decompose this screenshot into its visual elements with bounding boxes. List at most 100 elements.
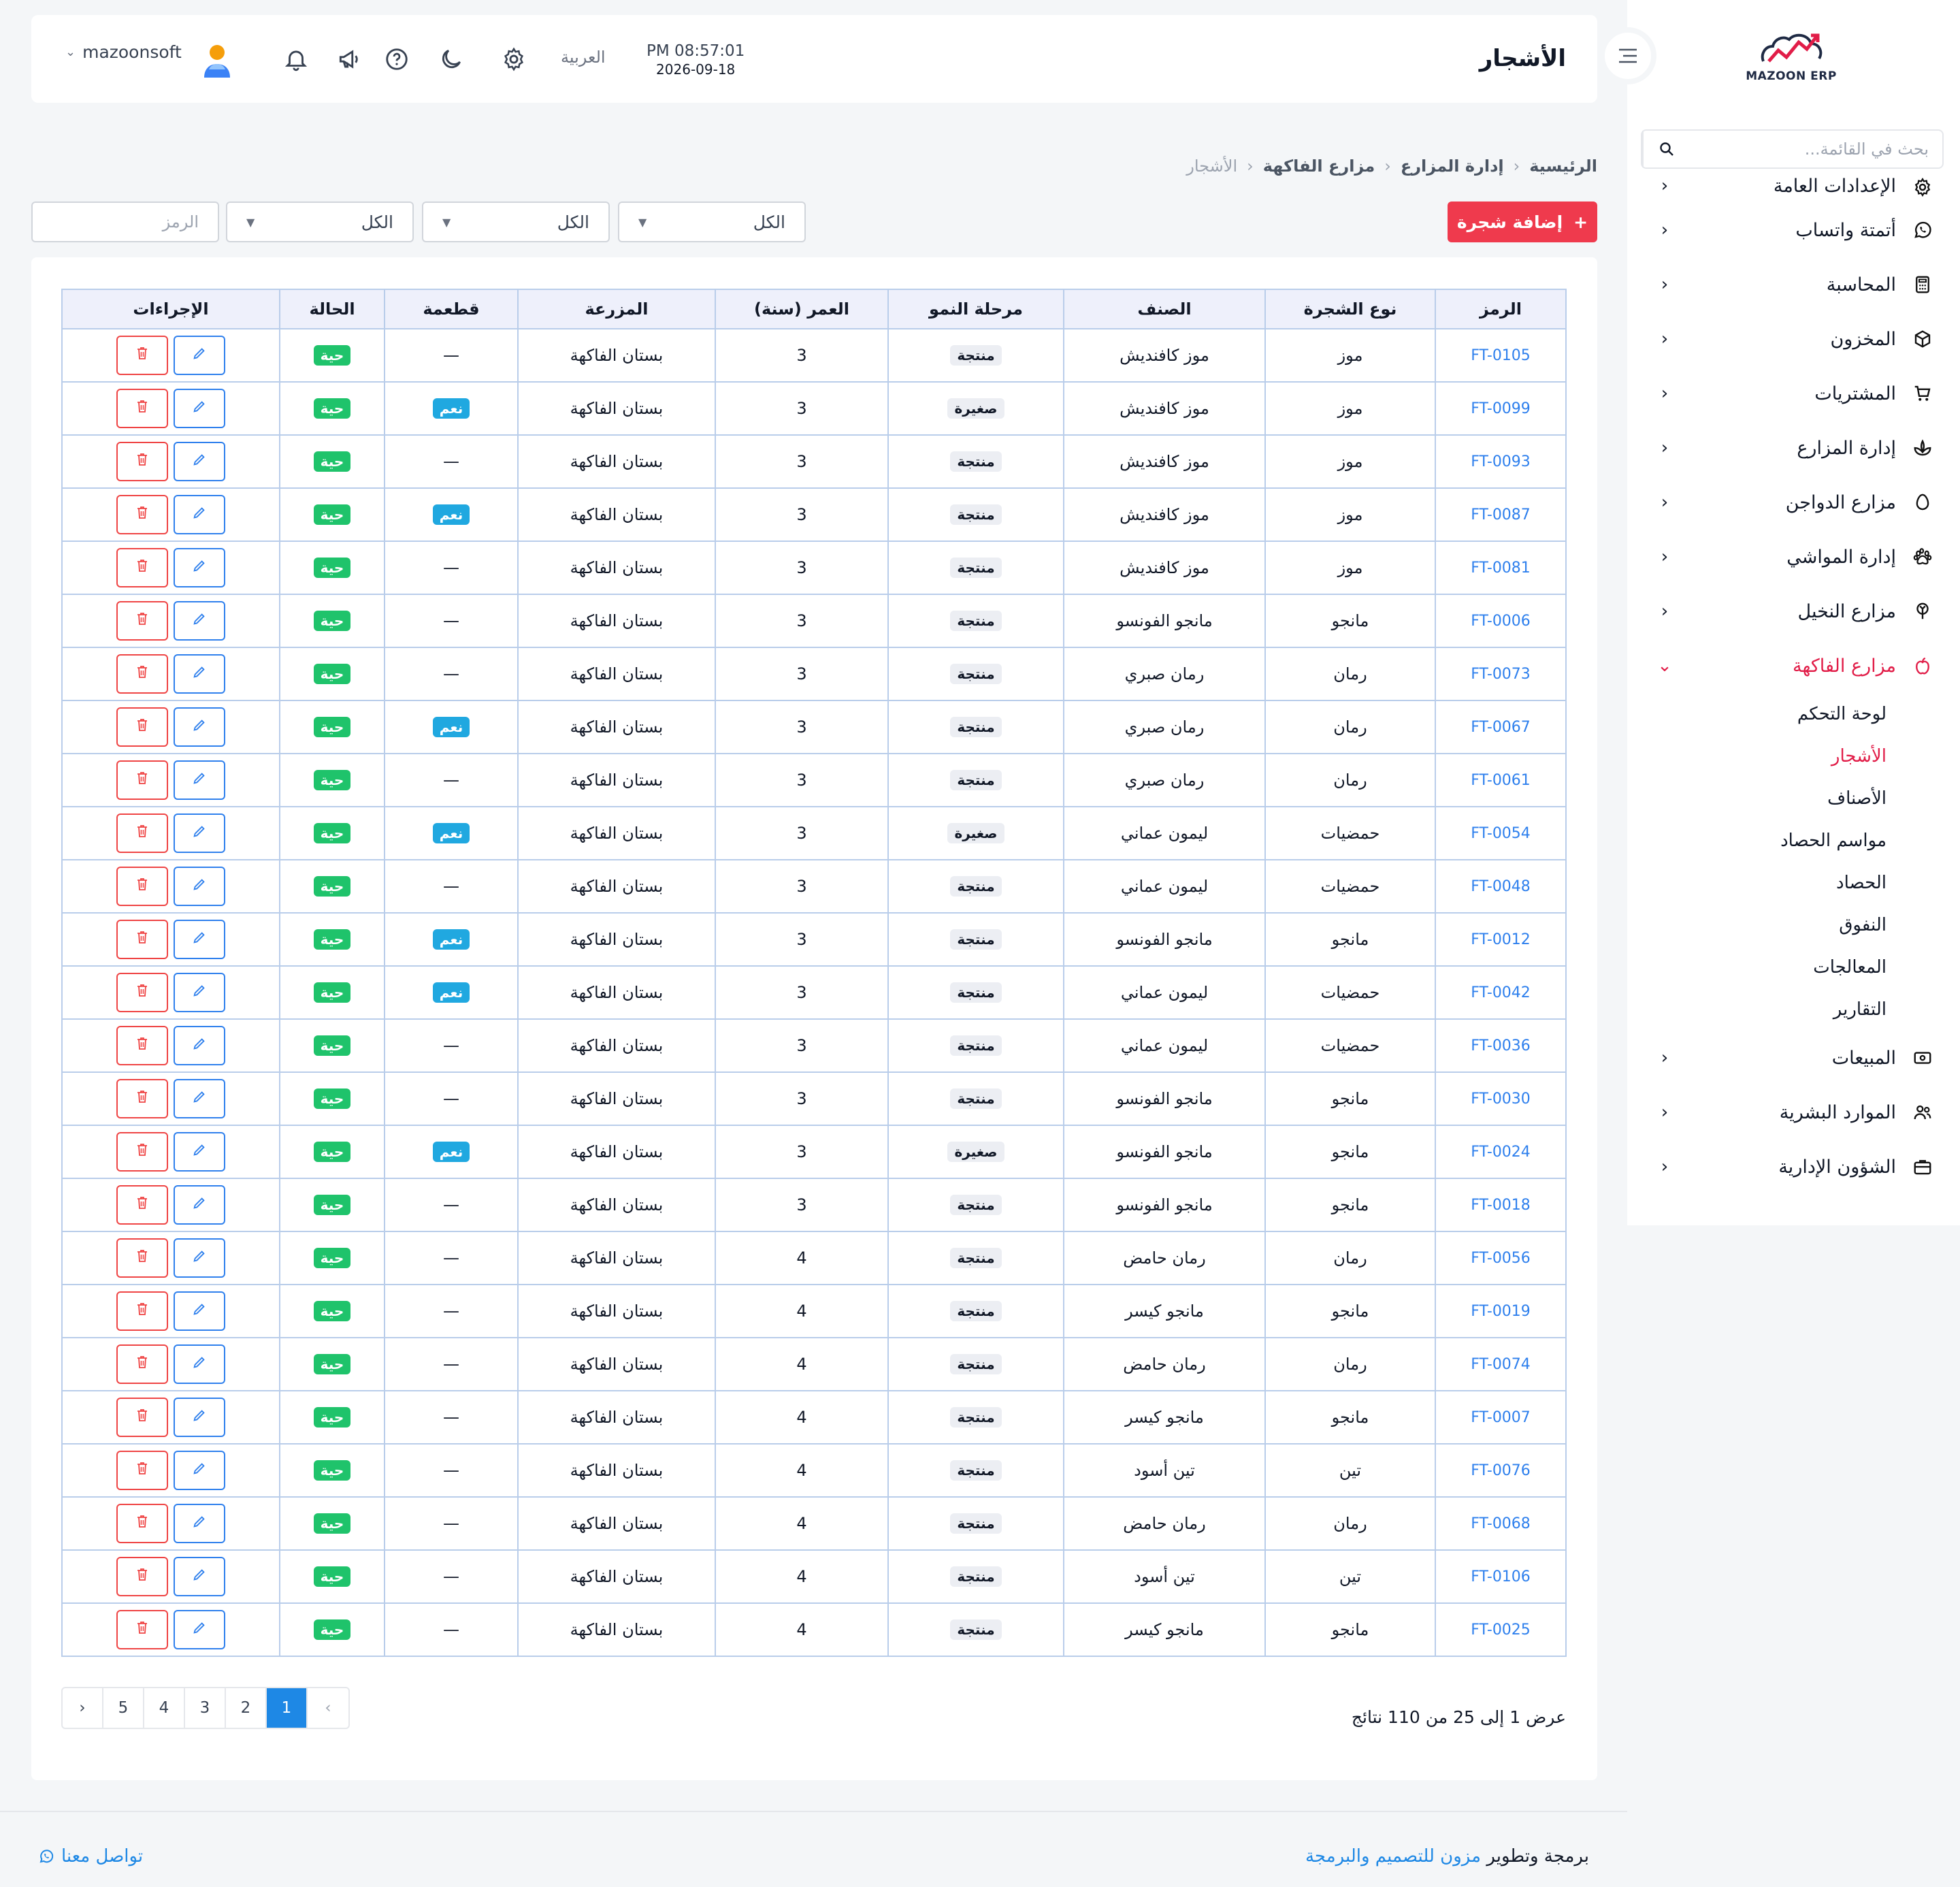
table-row[interactable]: FT-0056 رمان رمان حامض منتجة 4 بستان الفاكهة —… bbox=[61, 1231, 1567, 1285]
cell-code[interactable]: FT-0042 bbox=[1435, 965, 1567, 1020]
cell-code[interactable]: FT-0106 bbox=[1435, 1549, 1567, 1604]
table-row[interactable]: FT-0093 موز موز كافنديش منتجة 3 بستان الفاكهة… bbox=[61, 434, 1567, 489]
table-row[interactable]: FT-0007 مانجو مانجو كيسر منتجة 4 بستان الفاكه… bbox=[61, 1390, 1567, 1445]
add-tree-button[interactable]: + إضافة شجرة bbox=[1448, 201, 1597, 242]
table-row[interactable]: FT-0048 حمضيات ليمون عماني منتجة 3 بستان الفا… bbox=[61, 859, 1567, 914]
submenu-item-treatments[interactable]: المعالجات bbox=[1813, 957, 1886, 978]
cell-code[interactable]: FT-0068 bbox=[1435, 1496, 1567, 1551]
edit-button[interactable] bbox=[174, 707, 225, 747]
breadcrumb-farm-management[interactable]: إدارة المزارع bbox=[1400, 157, 1504, 176]
credits-link[interactable]: مزون للتصميم والبرمجة bbox=[1305, 1846, 1482, 1867]
sidebar-item-farm-management[interactable]: إدارة المزارع ‹ bbox=[1627, 421, 1960, 475]
column-header[interactable]: مرحلة النمو bbox=[887, 289, 1064, 329]
cell-code[interactable]: FT-0030 bbox=[1435, 1071, 1567, 1126]
cell-code[interactable]: FT-0056 bbox=[1435, 1231, 1567, 1285]
delete-button[interactable] bbox=[116, 1398, 168, 1437]
submenu-item-reports[interactable]: التقارير bbox=[1833, 999, 1886, 1020]
edit-button[interactable] bbox=[174, 920, 225, 959]
sidebar-item-general-settings[interactable]: الإعدادات العامة ‹ bbox=[1627, 162, 1960, 203]
edit-button[interactable] bbox=[174, 1132, 225, 1172]
cell-code[interactable]: FT-0074 bbox=[1435, 1337, 1567, 1391]
avatar[interactable] bbox=[200, 42, 234, 79]
cell-code[interactable]: FT-0073 bbox=[1435, 647, 1567, 701]
cell-code[interactable]: FT-0019 bbox=[1435, 1284, 1567, 1338]
column-header[interactable]: الحالة bbox=[279, 289, 385, 329]
sidebar-search-input[interactable] bbox=[1690, 131, 1942, 167]
submenu-item-dashboard[interactable]: لوحة التحكم bbox=[1797, 704, 1886, 724]
edit-button[interactable] bbox=[174, 1610, 225, 1649]
delete-button[interactable] bbox=[116, 495, 168, 534]
cell-code[interactable]: FT-0025 bbox=[1435, 1602, 1567, 1657]
table-row[interactable]: FT-0068 رمان رمان حامض منتجة 4 بستان الفاكهة —… bbox=[61, 1496, 1567, 1551]
column-header[interactable]: نوع الشجرة bbox=[1264, 289, 1436, 329]
edit-button[interactable] bbox=[174, 1026, 225, 1065]
sidebar-item-administrative-affairs[interactable]: الشؤون الإدارية ‹ bbox=[1627, 1140, 1960, 1194]
submenu-item-mortality[interactable]: النفوق bbox=[1839, 915, 1886, 935]
column-header[interactable]: قطعمة bbox=[384, 289, 519, 329]
delete-button[interactable] bbox=[116, 1079, 168, 1118]
sidebar-item-inventory[interactable]: المخزون ‹ bbox=[1627, 312, 1960, 366]
dark-mode-moon-icon[interactable] bbox=[436, 44, 467, 75]
sidebar-toggle-button[interactable] bbox=[1599, 27, 1656, 84]
table-row[interactable]: FT-0018 مانجو مانجو الفونسو منتجة 3 بستان الف… bbox=[61, 1178, 1567, 1232]
delete-button[interactable] bbox=[116, 1451, 168, 1490]
table-row[interactable]: FT-0012 مانجو مانجو الفونسو منتجة 3 بستان الف… bbox=[61, 912, 1567, 967]
cell-code[interactable]: FT-0099 bbox=[1435, 381, 1567, 436]
table-row[interactable]: FT-0054 حمضيات ليمون عماني صغيرة 3 بستان الفا… bbox=[61, 806, 1567, 860]
sidebar-item-fruit-farms[interactable]: مزارع الفاكهة ⌄ bbox=[1627, 639, 1960, 693]
edit-button[interactable] bbox=[174, 1291, 225, 1331]
edit-button[interactable] bbox=[174, 601, 225, 641]
edit-button[interactable] bbox=[174, 760, 225, 800]
page-3-button[interactable]: 3 bbox=[185, 1688, 226, 1728]
search-icon[interactable] bbox=[1642, 131, 1690, 167]
cell-code[interactable]: FT-0048 bbox=[1435, 859, 1567, 914]
table-row[interactable]: FT-0099 موز موز كافنديش صغيرة 3 بستان الفاكهة… bbox=[61, 381, 1567, 436]
table-row[interactable]: FT-0025 مانجو مانجو كيسر منتجة 4 بستان الفاكه… bbox=[61, 1602, 1567, 1657]
submenu-item-trees[interactable]: الأشجار bbox=[1831, 746, 1886, 767]
cell-code[interactable]: FT-0007 bbox=[1435, 1390, 1567, 1445]
delete-button[interactable] bbox=[116, 1132, 168, 1172]
sidebar-item-purchases[interactable]: المشتريات ‹ bbox=[1627, 366, 1960, 421]
page-4-button[interactable]: 4 bbox=[144, 1688, 185, 1728]
contact-us-link[interactable]: تواصل معنا bbox=[38, 1846, 143, 1867]
cell-code[interactable]: FT-0087 bbox=[1435, 487, 1567, 542]
delete-button[interactable] bbox=[116, 973, 168, 1012]
cell-code[interactable]: FT-0081 bbox=[1435, 541, 1567, 595]
table-row[interactable]: FT-0074 رمان رمان حامض منتجة 4 بستان الفاكهة —… bbox=[61, 1337, 1567, 1391]
table-row[interactable]: FT-0061 رمان رمان صبري منتجة 3 بستان الفاكهة —… bbox=[61, 753, 1567, 807]
edit-button[interactable] bbox=[174, 867, 225, 906]
edit-button[interactable] bbox=[174, 1451, 225, 1490]
page-5-button[interactable]: 5 bbox=[103, 1688, 144, 1728]
edit-button[interactable] bbox=[174, 1398, 225, 1437]
delete-button[interactable] bbox=[116, 336, 168, 375]
cell-code[interactable]: FT-0067 bbox=[1435, 700, 1567, 754]
sidebar-item-accounting[interactable]: المحاسبة ‹ bbox=[1627, 257, 1960, 312]
edit-button[interactable] bbox=[174, 1504, 225, 1543]
column-header[interactable]: المزرعة bbox=[517, 289, 716, 329]
delete-button[interactable] bbox=[116, 389, 168, 428]
cell-code[interactable]: FT-0024 bbox=[1435, 1125, 1567, 1179]
cell-code[interactable]: FT-0054 bbox=[1435, 806, 1567, 860]
column-header[interactable]: الصنف bbox=[1063, 289, 1266, 329]
delete-button[interactable] bbox=[116, 442, 168, 481]
delete-button[interactable] bbox=[116, 1557, 168, 1596]
edit-button[interactable] bbox=[174, 442, 225, 481]
table-row[interactable]: FT-0087 موز موز كافنديش منتجة 3 بستان الفاكهة… bbox=[61, 487, 1567, 542]
delete-button[interactable] bbox=[116, 707, 168, 747]
edit-button[interactable] bbox=[174, 1079, 225, 1118]
breadcrumb-home[interactable]: الرئيسية bbox=[1529, 157, 1597, 176]
sidebar-item-sales[interactable]: المبيعات ‹ bbox=[1627, 1031, 1960, 1085]
filter-select-2[interactable]: الكل ▼ bbox=[422, 201, 610, 242]
column-header[interactable]: الرمز bbox=[1435, 289, 1567, 329]
delete-button[interactable] bbox=[116, 867, 168, 906]
breadcrumb-fruit-farms[interactable]: مزارع الفاكهة bbox=[1262, 157, 1375, 176]
page-2-button[interactable]: 2 bbox=[226, 1688, 267, 1728]
edit-button[interactable] bbox=[174, 813, 225, 853]
delete-button[interactable] bbox=[116, 1185, 168, 1225]
table-row[interactable]: FT-0019 مانجو مانجو كيسر منتجة 4 بستان الفاكه… bbox=[61, 1284, 1567, 1338]
table-row[interactable]: FT-0030 مانجو مانجو الفونسو منتجة 3 بستان الف… bbox=[61, 1071, 1567, 1126]
table-row[interactable]: FT-0081 موز موز كافنديش منتجة 3 بستان الفاكهة… bbox=[61, 541, 1567, 595]
cell-code[interactable]: FT-0018 bbox=[1435, 1178, 1567, 1232]
delete-button[interactable] bbox=[116, 760, 168, 800]
help-icon[interactable] bbox=[381, 44, 412, 75]
